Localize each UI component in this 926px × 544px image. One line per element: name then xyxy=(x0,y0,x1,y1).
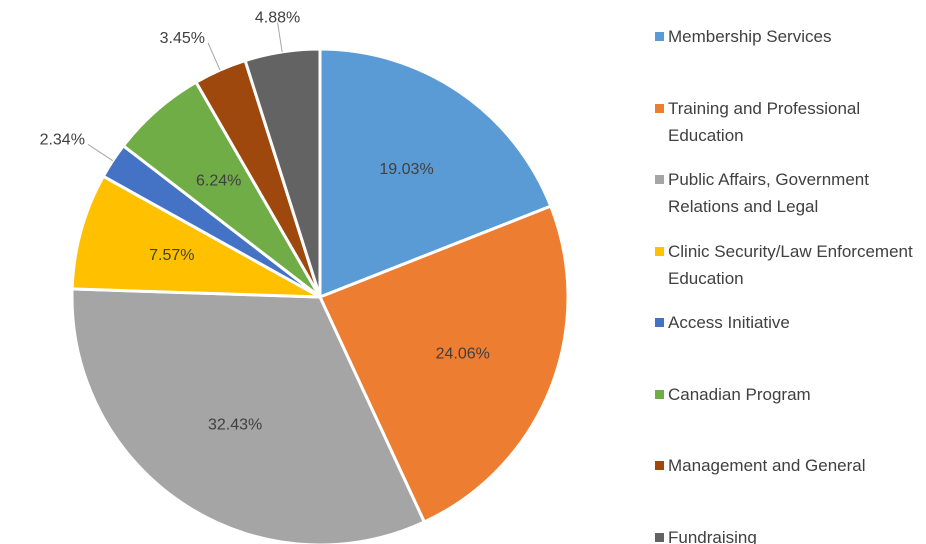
legend-label: Management and General xyxy=(668,456,866,475)
data-label: 32.43% xyxy=(208,416,262,433)
legend-label: Access Initiative xyxy=(668,313,790,332)
pie-slice xyxy=(70,287,427,544)
legend-item: Clinic Security/Law Enforcement Educatio… xyxy=(655,238,920,292)
legend-label: Training and Professional Education xyxy=(668,98,861,145)
legend-item: Public Affairs, Government Relations and… xyxy=(655,166,920,220)
data-label: 7.57% xyxy=(149,247,194,264)
legend-swatch xyxy=(655,318,664,327)
legend-label: Canadian Program xyxy=(668,384,811,404)
pie-slice xyxy=(318,47,553,300)
legend-item: Access Initiative xyxy=(655,309,920,336)
legend-swatch xyxy=(655,175,664,184)
legend-swatch xyxy=(655,532,664,542)
legend-swatch xyxy=(655,461,664,470)
data-label: 6.24% xyxy=(196,173,241,190)
legend-item: Management and General xyxy=(655,452,920,479)
legend-label: Membership Services xyxy=(668,27,832,46)
pie-slice xyxy=(70,174,321,299)
legend-swatch xyxy=(655,246,664,256)
legend-label: Clinic Security/Law Enforcement Educatio… xyxy=(668,241,913,288)
legend-label: Fundraising xyxy=(668,527,757,544)
legend-swatch xyxy=(655,32,664,41)
legend-label: Public Affairs, Government Relations and… xyxy=(668,170,869,216)
legend-item: Training and Professional Education xyxy=(655,95,920,149)
legend-swatch xyxy=(655,389,664,399)
data-label: 19.03% xyxy=(379,161,433,178)
pie-slice xyxy=(317,204,570,524)
legend-item: Membership Services xyxy=(655,23,920,50)
leader-line xyxy=(87,143,114,162)
data-label: 2.34% xyxy=(40,132,85,149)
legend-swatch xyxy=(655,103,664,113)
data-label: 24.06% xyxy=(436,345,490,362)
data-label: 3.45% xyxy=(160,30,205,47)
leader-line xyxy=(207,42,221,71)
legend-item: Fundraising xyxy=(655,524,920,544)
legend-item: Canadian Program xyxy=(655,381,920,408)
data-label: 4.88% xyxy=(255,10,300,27)
leader-line xyxy=(277,22,283,52)
